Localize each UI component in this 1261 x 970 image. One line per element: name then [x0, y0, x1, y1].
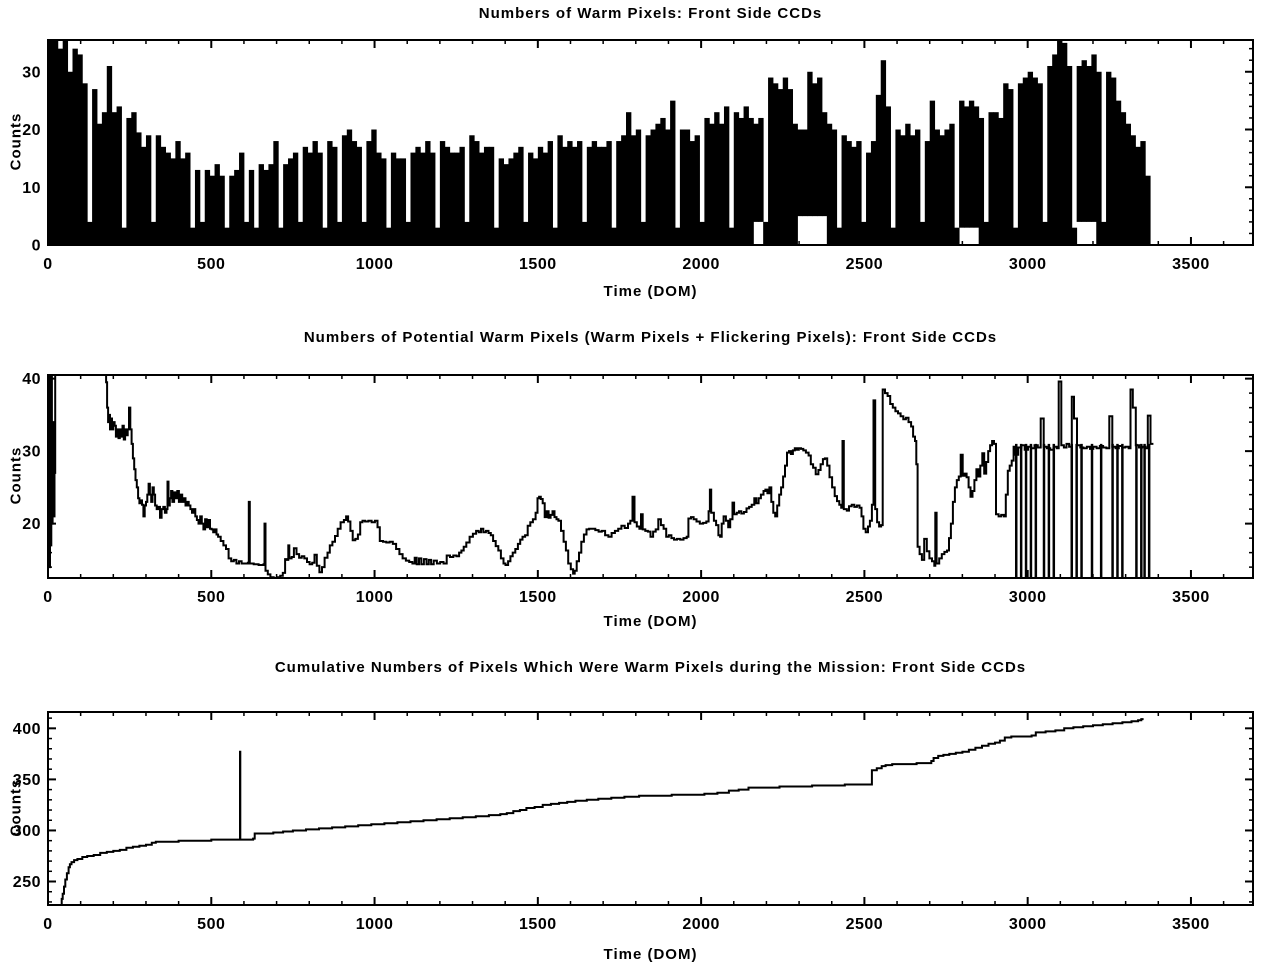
svg-text:3500: 3500	[1172, 589, 1210, 606]
svg-text:1000: 1000	[356, 256, 394, 273]
svg-text:20: 20	[22, 516, 41, 533]
ticks-1	[47, 40, 1253, 246]
svg-text:3000: 3000	[1009, 256, 1047, 273]
plot1-title: Numbers of Warm Pixels: Front Side CCDs	[478, 5, 823, 22]
svg-text:2000: 2000	[682, 256, 720, 273]
svg-text:0: 0	[43, 589, 52, 606]
svg-text:250: 250	[13, 874, 41, 891]
plot2-xaxis-label: Time (DOM)	[603, 613, 698, 630]
svg-text:10: 10	[22, 180, 41, 197]
panel-2: 0 500 1000 1500 2000 2500 3000 3500 20 30 40	[22, 371, 1254, 606]
plot2-title: Numbers of Potential Warm Pixels (Warm P…	[303, 329, 998, 346]
plot1-yaxis-label: Counts	[7, 112, 25, 171]
svg-text:0: 0	[32, 238, 41, 255]
svg-text:2000: 2000	[682, 916, 720, 933]
svg-text:500: 500	[197, 916, 225, 933]
plot1-xaxis-label: Time (DOM)	[603, 283, 698, 300]
svg-text:3500: 3500	[1172, 916, 1210, 933]
svg-text:0: 0	[43, 256, 52, 273]
svg-text:2500: 2500	[846, 589, 884, 606]
tick-labels-1: 0 500 1000 1500 2000 2500 3000 3500 0 10 20 30	[22, 64, 1210, 273]
plot2-yaxis-label: Counts	[7, 446, 25, 505]
ticks-3	[47, 712, 1253, 905]
plot3-title: Cumulative Numbers of Pixels Which Were …	[274, 659, 1027, 676]
svg-text:0: 0	[43, 916, 52, 933]
tick-labels-2: 0 500 1000 1500 2000 2500 3000 3500 20 30 40	[22, 371, 1210, 606]
svg-text:30: 30	[22, 444, 41, 461]
svg-text:3500: 3500	[1172, 256, 1210, 273]
svg-text:2500: 2500	[846, 256, 884, 273]
svg-text:3000: 3000	[1009, 916, 1047, 933]
svg-text:500: 500	[197, 589, 225, 606]
plot3-yaxis-label: Counts	[7, 778, 25, 837]
svg-text:300: 300	[13, 823, 41, 840]
svg-text:1000: 1000	[356, 589, 394, 606]
svg-text:1000: 1000	[356, 916, 394, 933]
svg-text:2000: 2000	[682, 589, 720, 606]
svg-text:3000: 3000	[1009, 589, 1047, 606]
tick-labels-3: 0 500 1000 1500 2000 2500 3000 3500 250 300 350 400	[13, 721, 1210, 933]
plot3-xaxis-label: Time (DOM)	[603, 946, 698, 963]
svg-text:40: 40	[22, 371, 41, 388]
ticks-2	[47, 375, 1253, 578]
svg-text:2500: 2500	[846, 916, 884, 933]
svg-text:1500: 1500	[519, 256, 557, 273]
series-1	[49, 41, 1151, 244]
svg-text:350: 350	[13, 772, 41, 789]
series-3	[60, 718, 1144, 904]
svg-text:1500: 1500	[519, 589, 557, 606]
svg-text:500: 500	[197, 256, 225, 273]
svg-text:20: 20	[22, 122, 41, 139]
svg-text:30: 30	[22, 64, 41, 81]
panel-3: 0 500 1000 1500 2000 2500 3000 3500 250 300 350 400	[13, 711, 1254, 933]
panel-1: 0 500 1000 1500 2000 2500 3000 3500 0 10 20 30	[22, 39, 1254, 273]
series-2	[49, 376, 1154, 577]
svg-text:1500: 1500	[519, 916, 557, 933]
svg-text:400: 400	[13, 721, 41, 738]
